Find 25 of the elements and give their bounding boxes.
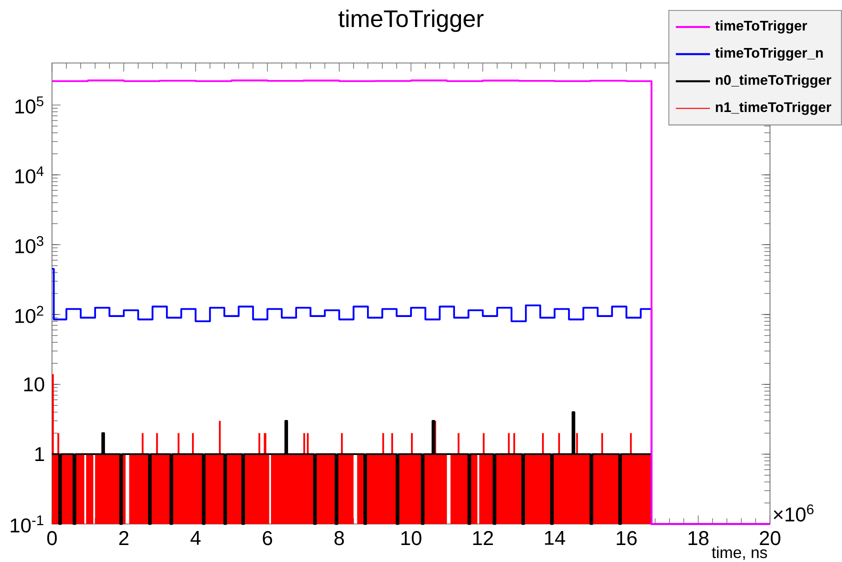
legend-label: timeToTrigger_n [715, 48, 823, 61]
y-tick-label: 1 [35, 447, 44, 462]
x-tick-label: 0 [47, 531, 57, 546]
x-axis-title: time, ns [712, 546, 768, 560]
x-tick-label: 4 [190, 531, 201, 545]
x-tick-label: 10 [401, 531, 422, 546]
x-tick-label: 2 [119, 531, 128, 546]
x-tick-label: 8 [334, 531, 344, 546]
legend-label: n0_timeToTrigger [716, 74, 832, 88]
y-tick-label: 10$^{5}$ [15, 96, 44, 114]
y-tick-label: 10$^{-1}$ [10, 515, 44, 533]
y-tick-label: 10$^{4}$ [15, 166, 44, 184]
legend-label: timeToTrigger [715, 20, 808, 34]
y-tick-label: 10$^{3}$ [15, 236, 44, 254]
text: ×10$^{6}$ [774, 504, 814, 522]
x-tick-label: 16 [616, 531, 637, 546]
x-tick-label: 14 [545, 531, 566, 545]
x-tick-label: 12 [473, 531, 493, 546]
x-tick-label: 20 [760, 531, 780, 546]
x-tick-label: 18 [688, 531, 708, 546]
chart-title: timeToTrigger [338, 10, 484, 32]
y-tick-label: 10$^{2}$ [15, 306, 44, 324]
x-tick-label: 6 [262, 531, 272, 546]
y-tick-label: 10 [24, 377, 44, 392]
legend-label: n1_timeToTrigger [716, 102, 832, 115]
